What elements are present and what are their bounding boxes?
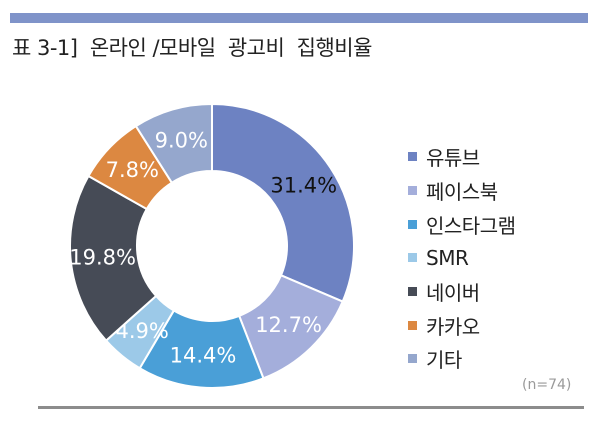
chart-title: 표 3-1] 온라인 /모바일 광고비 집행비율: [12, 36, 372, 60]
legend-item-유튜브: 유튜브: [408, 140, 516, 174]
legend-label: 유튜브: [426, 146, 480, 171]
legend-label: SMR: [426, 245, 469, 270]
data-label-카카오: 7.8%: [106, 158, 159, 182]
bottom-divider: [38, 406, 584, 409]
legend-label: 인스타그램: [426, 213, 516, 238]
legend-item-페이스북: 페이스북: [408, 174, 516, 208]
legend-swatch: [408, 287, 417, 297]
legend-label: 네이버: [426, 281, 480, 306]
donut-slice-기타: [134, 102, 213, 185]
legend-swatch: [408, 320, 417, 330]
donut-slice-네이버: [69, 174, 158, 342]
data-label-인스타그램: 14.4%: [170, 344, 237, 368]
legend-swatch: [408, 152, 417, 162]
legend-item-기타: 기타: [408, 342, 516, 376]
data-label-유튜브: 31.4%: [270, 173, 337, 197]
legend-swatch: [408, 219, 417, 229]
header-accent-bar: [10, 13, 588, 23]
legend-item-인스타그램: 인스타그램: [408, 207, 516, 241]
legend-swatch: [408, 186, 417, 196]
legend-label: 카카오: [426, 314, 480, 339]
legend-item-카카오: 카카오: [408, 308, 516, 342]
sample-size-note: (n=74): [522, 377, 572, 393]
legend-label: 기타: [426, 348, 462, 373]
legend-item-SMR: SMR: [408, 241, 516, 275]
legend-swatch: [408, 354, 417, 364]
legend-item-네이버: 네이버: [408, 275, 516, 309]
data-label-페이스북: 12.7%: [255, 313, 322, 337]
donut-slice-유튜브: [211, 102, 355, 303]
data-label-네이버: 19.8%: [69, 246, 136, 270]
data-label-기타: 9.0%: [155, 128, 208, 152]
legend-swatch: [408, 253, 417, 263]
legend-label: 페이스북: [426, 180, 498, 205]
